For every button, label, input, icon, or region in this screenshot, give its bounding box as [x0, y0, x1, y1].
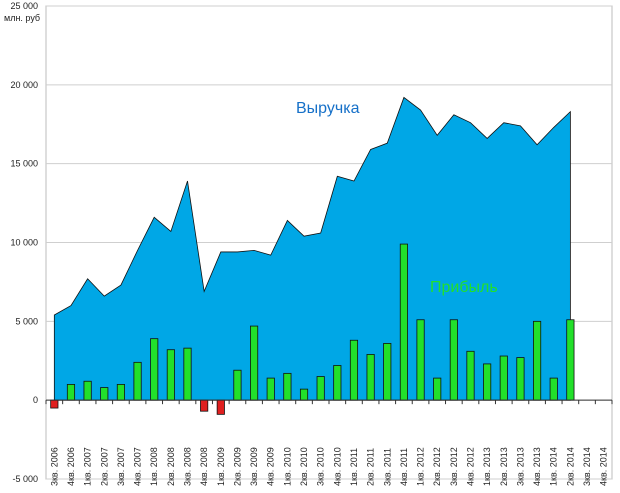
profit-bar	[433, 377, 442, 401]
profit-bar	[416, 319, 425, 401]
x-tick-label: 1кв. 2009	[216, 447, 226, 486]
x-tick-label: 4кв. 2014	[599, 447, 609, 486]
revenue-area-layer	[53, 96, 571, 401]
profit-bar	[316, 376, 325, 401]
y-tick-label: 20 000	[10, 80, 38, 90]
y-tick-label: 25 000	[10, 1, 38, 11]
x-tick-label: 4кв. 2007	[133, 447, 143, 486]
x-tick-label: 4кв. 2012	[466, 447, 476, 486]
x-tick-label: 3кв. 2006	[49, 447, 59, 486]
y-tick-label: 15 000	[10, 159, 38, 169]
profit-bar	[283, 372, 292, 401]
profit-bar	[50, 399, 59, 409]
y-tick-label: 0	[33, 395, 38, 405]
x-tick-label: 4кв. 2013	[532, 447, 542, 486]
profit-bar	[466, 350, 475, 401]
profit-bar	[116, 383, 125, 401]
profit-bar	[299, 388, 309, 401]
x-tick-label: 3кв. 2009	[249, 447, 259, 486]
profit-bar	[250, 325, 259, 401]
x-tick-label: 1кв. 2011	[349, 448, 359, 486]
x-tick-label: 4кв. 2009	[266, 447, 276, 486]
x-tick-label: 3кв. 2007	[116, 447, 126, 486]
x-tick-label: 3кв. 2013	[515, 447, 525, 486]
x-tick-label: 2кв. 2012	[432, 447, 442, 486]
profit-bar	[516, 357, 525, 401]
profit-bar	[66, 383, 76, 401]
profit-bar	[266, 377, 275, 401]
x-tick-label: 1кв. 2010	[282, 447, 292, 486]
x-tick-label: 1кв. 2008	[149, 447, 159, 486]
x-tick-label: 1кв. 2013	[482, 447, 492, 486]
x-tick-label: 2кв. 2007	[99, 447, 109, 486]
profit-bar	[133, 361, 142, 401]
x-tick-label: 2кв. 2009	[232, 447, 242, 486]
profit-bar	[333, 365, 342, 401]
profit-bar	[83, 380, 92, 401]
x-tick-label: 1кв. 2007	[83, 447, 93, 486]
x-tick-label: 2кв. 2014	[565, 447, 575, 486]
profit-bar	[100, 387, 109, 401]
profit-bar	[150, 338, 159, 401]
profit-bar	[533, 320, 542, 401]
profit-bar	[233, 369, 242, 401]
profit-bar	[449, 319, 458, 401]
profit-bar	[366, 354, 375, 401]
x-tick-label: 4кв. 2010	[332, 447, 342, 486]
x-tick-label: 4кв. 2008	[199, 447, 209, 486]
y-tick-label: 5 000	[15, 316, 38, 326]
revenue-annotation: Выручка	[296, 100, 360, 117]
profit-bar	[399, 243, 408, 401]
profit-bars-layer	[50, 243, 575, 415]
profit-bar	[499, 355, 508, 401]
x-tick-label: 4кв. 2011	[399, 448, 409, 486]
x-tick-label: 3кв. 2008	[183, 447, 193, 486]
y-tick-labels: -5 000 0 5 000 10 000 15 000 20 000 25 000	[10, 1, 38, 484]
x-tick-label: 3кв. 2010	[316, 447, 326, 486]
x-tick-label: 3кв. 2012	[449, 447, 459, 486]
revenue-area	[53, 96, 571, 401]
profit-annotation: Прибыль	[430, 279, 498, 296]
y-tick-label: 10 000	[10, 238, 38, 248]
profit-bar	[216, 399, 225, 415]
profit-bar	[549, 377, 558, 401]
x-tick-label: 2кв. 2008	[166, 447, 176, 486]
x-tick-label: 1кв. 2014	[549, 447, 559, 486]
x-tick-label: 2кв. 2010	[299, 447, 309, 486]
x-tick-label: 1кв. 2012	[416, 447, 426, 486]
profit-bar	[483, 363, 492, 401]
profit-bar	[183, 347, 192, 401]
x-tick-label: 3кв. 2014	[582, 447, 592, 486]
profit-bar	[166, 349, 175, 401]
profit-bar	[566, 319, 575, 401]
x-tick-label: 4кв. 2006	[66, 447, 76, 486]
x-tick-labels: 3кв. 2006 4кв. 2006 1кв. 2007 2кв. 2007 3кв.…	[49, 447, 608, 486]
axes	[45, 399, 613, 405]
profit-bar	[349, 339, 359, 401]
profit-bar	[383, 343, 392, 401]
profit-bar	[200, 399, 209, 412]
x-tick-label: 2кв. 2011	[366, 448, 376, 486]
x-tick-label: 3кв. 2011	[382, 448, 392, 486]
y-unit-label: млн. руб	[4, 13, 40, 23]
x-tick-label: 2кв. 2013	[499, 447, 509, 486]
y-tick-label: -5 000	[12, 474, 38, 484]
